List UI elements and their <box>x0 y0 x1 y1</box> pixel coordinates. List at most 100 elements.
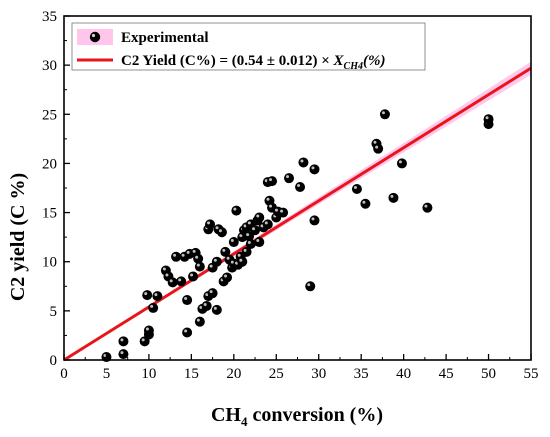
data-point <box>388 192 399 203</box>
data-point <box>148 302 159 313</box>
data-point-highlight <box>154 293 158 297</box>
data-point-highlight <box>264 221 268 225</box>
data-point <box>194 316 205 327</box>
data-point <box>211 256 222 267</box>
data-point-marker <box>305 281 316 292</box>
data-point-highlight <box>485 116 489 120</box>
data-point <box>216 227 227 238</box>
data-point-marker <box>298 157 309 168</box>
data-point-highlight <box>280 209 284 213</box>
data-point-marker <box>245 239 256 250</box>
data-point-highlight <box>375 145 379 149</box>
data-point-highlight <box>252 227 256 231</box>
data-point-highlight <box>239 258 243 262</box>
data-point <box>267 176 278 187</box>
x-axis-title: CH4 conversion (%) <box>211 404 383 429</box>
data-point-highlight <box>381 111 385 115</box>
data-point-highlight <box>307 283 311 287</box>
data-point <box>201 300 212 311</box>
data-point-marker <box>351 183 362 194</box>
y-tick-label: 0 <box>50 353 58 369</box>
x-tick-label: 55 <box>524 366 539 382</box>
data-point-highlight <box>120 351 124 355</box>
data-point-highlight <box>205 293 209 297</box>
data-point <box>254 212 265 223</box>
data-point <box>245 239 256 250</box>
data-point <box>396 158 407 169</box>
data-point-marker <box>176 276 187 287</box>
data-point-highlight <box>260 224 264 228</box>
data-point-highlight <box>169 279 173 283</box>
data-point <box>295 182 306 193</box>
data-point-marker <box>201 300 212 311</box>
data-point-highlight <box>162 267 166 271</box>
data-point <box>207 288 218 299</box>
data-point-highlight <box>390 194 394 198</box>
data-point-highlight <box>173 253 177 257</box>
data-point <box>152 291 163 302</box>
x-tick-label: 10 <box>141 366 156 382</box>
data-point-marker <box>211 304 222 315</box>
data-point-marker <box>295 182 306 193</box>
data-point-highlight <box>269 178 273 182</box>
x-tick-label: 0 <box>60 366 68 382</box>
data-point <box>118 349 129 360</box>
data-point-highlight <box>145 327 149 331</box>
x-tick-label: 25 <box>269 366 284 382</box>
data-point-highlight <box>256 239 260 243</box>
data-point-highlight <box>424 204 428 208</box>
data-point-highlight <box>266 197 270 201</box>
data-point-marker <box>182 295 193 306</box>
data-point-marker <box>182 327 193 338</box>
data-point-highlight <box>235 261 239 265</box>
data-point <box>351 183 362 194</box>
data-point-highlight <box>256 214 260 218</box>
data-point-marker <box>152 291 163 302</box>
data-point <box>237 256 248 267</box>
legend-box <box>71 22 426 71</box>
data-point-highlight <box>215 226 219 230</box>
data-point-highlight <box>300 159 304 163</box>
data-point <box>373 143 384 154</box>
data-point-highlight <box>362 200 366 204</box>
data-point-highlight <box>186 250 190 254</box>
data-point <box>422 202 433 213</box>
data-point <box>182 327 193 338</box>
data-point <box>222 272 233 283</box>
data-point-highlight <box>144 292 148 296</box>
data-point <box>250 225 261 236</box>
data-point-highlight <box>269 204 273 208</box>
data-point-highlight <box>297 184 301 188</box>
data-point-highlight <box>103 354 107 358</box>
data-point-highlight <box>141 338 145 342</box>
data-point-marker <box>167 277 178 288</box>
data-point-marker <box>118 336 129 347</box>
data-point <box>171 251 182 262</box>
data-point <box>309 215 320 226</box>
data-point-highlight <box>274 208 278 212</box>
data-point-marker <box>205 219 216 230</box>
data-point-marker <box>254 237 265 248</box>
legend-point-marker <box>89 31 101 43</box>
data-point-marker <box>373 143 384 154</box>
data-point-highlight <box>120 338 124 342</box>
data-point <box>278 207 289 218</box>
data-point-marker <box>250 225 261 236</box>
data-point <box>220 246 231 257</box>
data-point-marker <box>194 316 205 327</box>
data-point-marker <box>228 237 239 248</box>
data-point-highlight <box>213 306 217 310</box>
data-point-marker <box>231 205 242 216</box>
data-point-marker <box>216 227 227 238</box>
data-point <box>167 277 178 288</box>
data-point-highlight <box>209 290 213 294</box>
x-tick-label: 50 <box>481 366 496 382</box>
x-tick-label: 5 <box>103 366 111 382</box>
data-point-highlight <box>192 249 196 253</box>
data-point-marker <box>207 288 218 299</box>
data-point <box>193 253 204 264</box>
data-point-highlight <box>247 241 251 245</box>
data-point-marker <box>194 261 205 272</box>
data-point <box>360 198 371 209</box>
data-point-highlight <box>230 239 234 243</box>
